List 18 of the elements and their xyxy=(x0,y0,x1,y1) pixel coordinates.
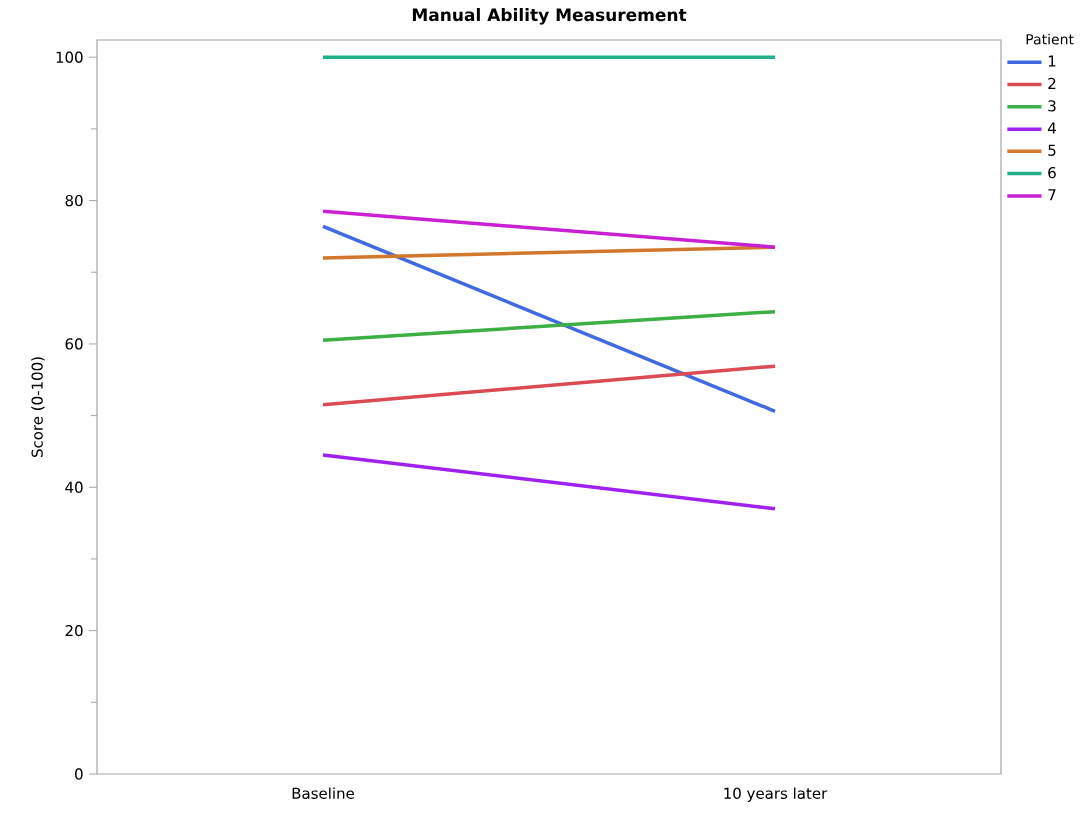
y-tick-label: 100 xyxy=(56,51,83,63)
legend-label: 3 xyxy=(1048,100,1056,112)
y-tick-label: 40 xyxy=(65,481,83,493)
legend-label: 4 xyxy=(1047,122,1056,134)
y-axis-title: Score (0-100) xyxy=(31,357,45,458)
x-tick-label: 10 years later xyxy=(724,787,828,802)
y-tick-label: 20 xyxy=(65,624,83,637)
legend-label: 7 xyxy=(1048,189,1056,201)
legend-label: 6 xyxy=(1048,166,1056,179)
legend-title: Patient xyxy=(1026,33,1074,45)
legend-label: 2 xyxy=(1048,77,1056,89)
y-tick-label: 60 xyxy=(65,338,83,350)
chart-title: Manual Ability Measurement xyxy=(412,8,687,25)
legend-label: 5 xyxy=(1048,144,1056,156)
y-tick-label: 80 xyxy=(65,194,83,207)
legend-label: 1 xyxy=(1048,55,1056,67)
x-tick-label: Baseline xyxy=(292,787,355,799)
y-tick-label: 0 xyxy=(75,768,83,780)
